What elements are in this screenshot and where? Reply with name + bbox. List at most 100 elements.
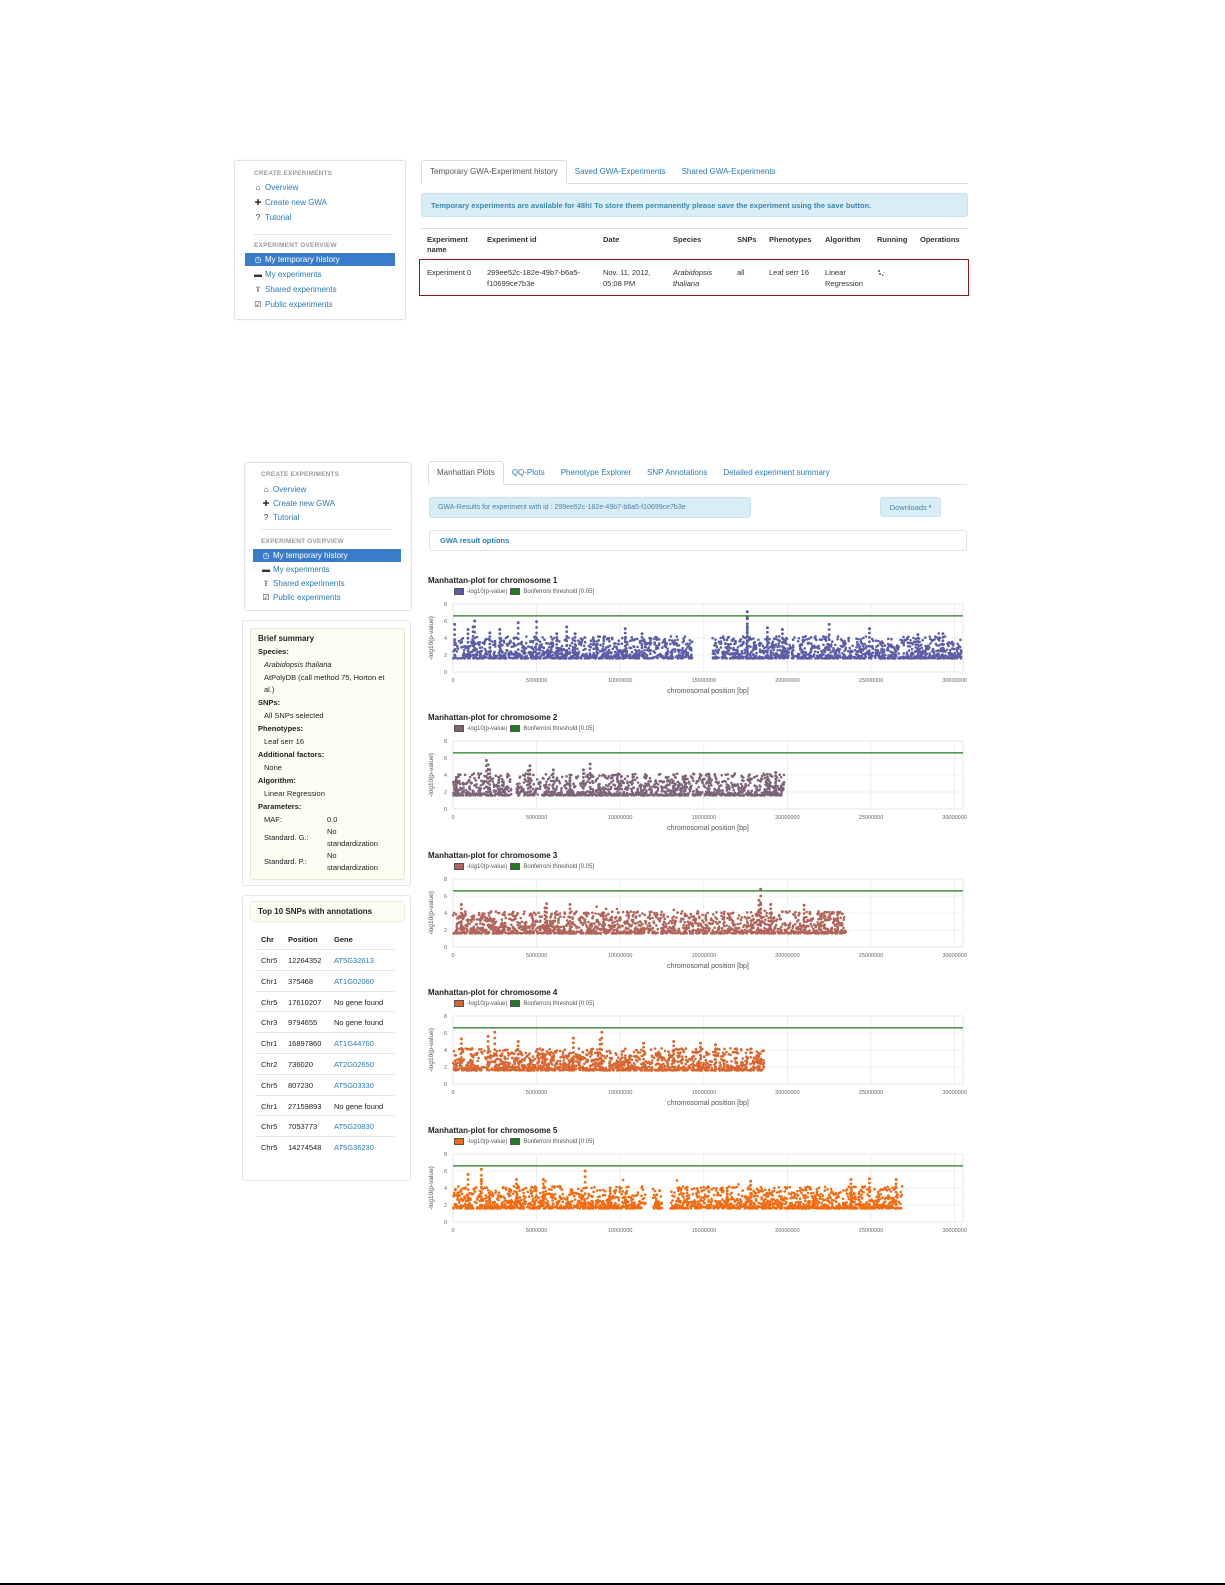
top-snps-title: Top 10 SNPs with annotations xyxy=(250,901,405,922)
downloads-label: Downloads xyxy=(889,502,927,512)
gene-link[interactable]: AT5G36230 xyxy=(334,1143,374,1153)
gene-none: No gene found xyxy=(334,1018,384,1028)
maf-label: MAF: xyxy=(264,815,282,824)
gwa-result-options-panel[interactable]: GWA result options xyxy=(429,530,967,551)
svg-text:0: 0 xyxy=(444,807,447,813)
chart-legend: -log10(p-value) Bonferroni threshold [0.0… xyxy=(454,588,594,595)
tab-phenotype-explorer[interactable]: Phenotype Explorer xyxy=(560,468,631,477)
gene-link[interactable]: AT5G32613 xyxy=(334,956,374,965)
sidebar-item-overview[interactable]: ⌂ Overview xyxy=(245,181,395,194)
legend-label-threshold: Bonferroni threshold [0.05] xyxy=(523,1000,595,1007)
sidebar-item-overview[interactable]: ⌂ Overview xyxy=(253,483,401,496)
svg-text:25000000: 25000000 xyxy=(859,815,883,821)
table-row: Chr2 736020 AT2G02650 xyxy=(255,1053,395,1075)
gene-link[interactable]: AT5G20830 xyxy=(334,1122,374,1132)
sidebar-item-my-temporary-history[interactable]: ◷ My temporary history xyxy=(245,253,395,266)
cell-algorithm-line1: Linear xyxy=(825,268,846,277)
share-icon: ⇪ xyxy=(262,578,270,588)
top-snps-container xyxy=(242,895,411,1181)
header-date: Date xyxy=(603,235,620,244)
snp-position: 12264352 xyxy=(288,956,322,965)
svg-text:30000000: 30000000 xyxy=(942,678,966,684)
std-g-value-line1: No xyxy=(327,827,337,836)
std-p-label: Standard. P.: xyxy=(264,857,307,866)
question-circle-icon: ? xyxy=(255,212,261,222)
gene-link[interactable]: AT1G02060 xyxy=(334,976,374,986)
downloads-button[interactable]: Downloads ▾ xyxy=(880,497,941,517)
tab-detailed-experiment-summary[interactable]: Detailed experiment summary xyxy=(723,468,830,477)
plus-icon: ✚ xyxy=(254,197,262,207)
svg-text:20000000: 20000000 xyxy=(775,953,799,959)
sidebar-item-my-experiments[interactable]: ▬ My experiments xyxy=(245,268,395,281)
sidebar-item-my-temporary-history[interactable]: ◷ My temporary history xyxy=(253,549,401,562)
clock-icon: ◷ xyxy=(254,254,262,264)
svg-text:6: 6 xyxy=(444,756,447,762)
cell-snps: all xyxy=(737,268,745,277)
svg-text:15000000: 15000000 xyxy=(692,953,716,959)
results-banner: GWA-Results for experiment with id : 299… xyxy=(429,497,751,518)
snp-chr: Chr1 xyxy=(261,1101,278,1111)
gene-link[interactable]: AT5G03330 xyxy=(334,1080,374,1090)
gene-link[interactable]: AT1G44760 xyxy=(334,1039,374,1049)
tab-saved-gwa-experiments[interactable]: Saved GWA-Experiments xyxy=(574,167,666,176)
snp-chr: Chr1 xyxy=(261,1039,278,1049)
gene-none: No gene found xyxy=(334,997,384,1007)
sidebar-section-header-create: CREATE EXPERIMENTS xyxy=(261,471,340,478)
legend-swatch-threshold xyxy=(510,1000,521,1007)
sidebar-item-my-experiments[interactable]: ▬ My experiments xyxy=(253,563,401,576)
sidebar-item-tutorial[interactable]: ? Tutorial xyxy=(253,511,401,524)
tab-snp-annotations[interactable]: SNP Annotations xyxy=(646,468,708,477)
sidebar-item-public-experiments[interactable]: ☑ Public experiments xyxy=(245,298,395,311)
svg-text:4: 4 xyxy=(444,773,447,779)
svg-text:-log10(p-value): -log10(p-value) xyxy=(428,753,435,797)
chart-legend: -log10(p-value) Bonferroni threshold [0.0… xyxy=(454,1000,594,1007)
hdd-icon: ▬ xyxy=(254,269,262,279)
temporary-experiments-alert: Temporary experiments are available for … xyxy=(421,193,968,217)
legend-swatch-threshold xyxy=(510,863,521,870)
tab-qq-plots[interactable]: QQ-Plots xyxy=(511,468,545,477)
dataset-line1: AtPolyDB (call method 75, Horton et xyxy=(264,673,385,682)
header-chr: Chr xyxy=(261,935,274,944)
algorithm-label: Algorithm: xyxy=(258,776,296,785)
legend-swatch-threshold xyxy=(510,1138,521,1145)
sidebar-item-tutorial[interactable]: ? Tutorial xyxy=(245,211,395,224)
sidebar-item-shared-experiments[interactable]: ⇪ Shared experiments xyxy=(253,577,401,590)
svg-text:2: 2 xyxy=(444,653,447,659)
top-snps-table: Chr Position Gene Chr5 12264352 AT5G32613 C… xyxy=(255,928,395,1168)
table-top-border xyxy=(421,228,968,229)
table-row: Chr5 12264352 AT5G32613 xyxy=(255,949,395,971)
phenotypes-label: Phenotypes: xyxy=(258,724,304,733)
dataset-line2: al.) xyxy=(264,685,275,694)
legend-label-threshold: Bonferroni threshold [0.05] xyxy=(523,725,595,732)
experiment-table: Experiment name Experiment id Date Speci… xyxy=(419,228,969,298)
sidebar-item-label: Tutorial xyxy=(273,513,300,522)
sidebar-item-create-new-gwa[interactable]: ✚ Create new GWA xyxy=(253,497,401,510)
svg-text:25000000: 25000000 xyxy=(859,678,883,684)
sidebar-item-public-experiments[interactable]: ☑ Public experiments xyxy=(253,591,401,604)
species-label: Species: xyxy=(258,647,289,656)
experiment-row-highlight[interactable] xyxy=(419,259,969,296)
snp-chr: Chr2 xyxy=(261,1060,278,1069)
sidebar-item-label: Tutorial xyxy=(265,213,292,222)
std-g-value-line2: standardization xyxy=(327,839,378,848)
snp-position: 27159893 xyxy=(288,1101,322,1111)
sidebar-item-label: Create new GWA xyxy=(273,499,335,508)
sidebar-item-label: My temporary history xyxy=(265,255,340,264)
tab-shared-gwa-experiments[interactable]: Shared GWA-Experiments xyxy=(681,167,776,176)
svg-text:15000000: 15000000 xyxy=(692,678,716,684)
species-value: Arabidopsis thaliana xyxy=(264,660,332,669)
sidebar-item-shared-experiments[interactable]: ⇪ Shared experiments xyxy=(245,283,395,296)
tab-temporary-gwa-experiment-history[interactable]: Temporary GWA-Experiment history xyxy=(421,160,567,184)
sidebar-item-create-new-gwa[interactable]: ✚ Create new GWA xyxy=(245,196,395,209)
cell-date-line2: 05:08 PM xyxy=(603,279,636,288)
svg-text:5000000: 5000000 xyxy=(526,815,547,821)
snp-chr: Chr5 xyxy=(261,1143,278,1153)
table-row: Chr3 9794655 No gene found xyxy=(255,1011,395,1033)
tab-manhattan-plots[interactable]: Manhattan Plots xyxy=(428,461,504,485)
header-phenotypes: Phenotypes xyxy=(769,235,812,244)
chart-title: Manhattan-plot for chromosome 1 xyxy=(428,576,558,585)
results-tabs: Manhattan Plots QQ-Plots Phenotype Explore… xyxy=(428,461,967,485)
gene-link[interactable]: AT2G02650 xyxy=(334,1060,374,1069)
cell-experiment-name: Experiment 0 xyxy=(427,268,472,277)
